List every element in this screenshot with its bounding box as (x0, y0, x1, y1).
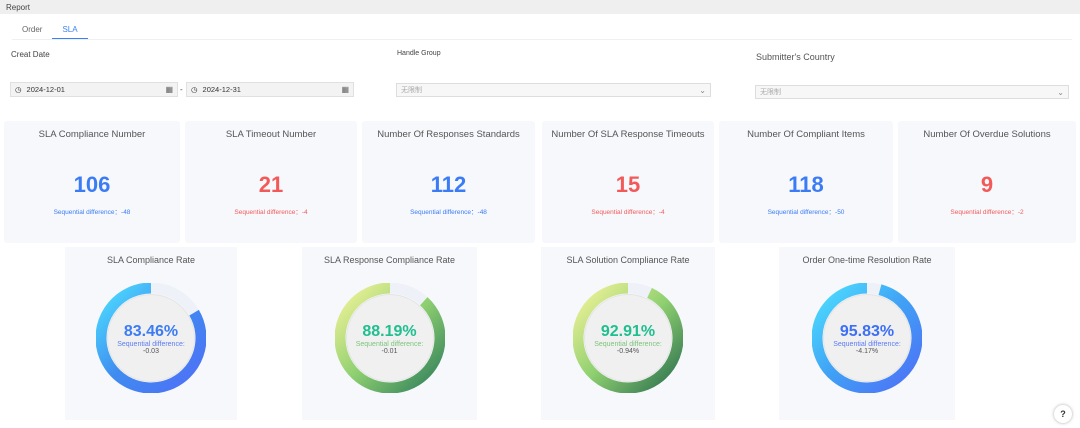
stat-title: SLA Timeout Number (225, 129, 317, 140)
gauge-diff-label: Sequential difference: (117, 341, 185, 348)
handle-group-label: Handle Group (397, 50, 441, 57)
stat-diff: Sequential difference：-4 (234, 209, 308, 216)
gauge-arc (573, 283, 683, 393)
gauge-title: SLA Compliance Rate (106, 255, 196, 265)
chevron-down-icon: ⌄ (699, 85, 706, 95)
handle-group-value: 无限制 (401, 87, 422, 94)
gauge-text: 92.91% Sequential difference: -0.94% (541, 323, 715, 355)
stat-card: SLA Timeout Number 21 Sequential differe… (185, 121, 357, 243)
stat-title: SLA Compliance Number (38, 129, 146, 140)
gauge-value: 83.46% (123, 323, 179, 340)
gauge-title: SLA Response Compliance Rate (323, 255, 456, 265)
gauge-ring (96, 283, 206, 393)
gauge-text: 88.19% Sequential difference: -0.01 (302, 323, 477, 355)
start-date-input[interactable]: ◷ 2024-12-01 ▦ (10, 82, 178, 97)
end-date-input[interactable]: ◷ 2024-12-31 ▦ (186, 82, 354, 97)
country-value: 无限制 (760, 89, 781, 96)
gauge-card: SLA Response Compliance Rate 88.19% Sequ… (302, 247, 477, 420)
stat-title: Number Of SLA Response Timeouts (551, 129, 705, 140)
stat-title: Number Of Responses Standards (377, 129, 520, 140)
gauge-center (107, 294, 195, 382)
handle-group-select[interactable]: 无限制 ⌄ (396, 83, 711, 97)
stat-value: 15 (615, 172, 641, 197)
stat-diff: Sequential difference：-48 (410, 209, 487, 216)
gauge-card: Order One-time Resolution Rate 95.83% Se… (779, 247, 955, 420)
gauge-value: 88.19% (362, 323, 417, 340)
stat-card: Number Of Compliant Items 118 Sequential… (719, 121, 893, 243)
stat-card: Number Of SLA Response Timeouts 15 Seque… (542, 121, 714, 243)
stat-diff: Sequential difference：-2 (950, 209, 1024, 216)
gauge-title: SLA Solution Compliance Rate (566, 255, 690, 265)
gauge-diff-label: Sequential difference: (594, 341, 662, 348)
calendar-icon[interactable]: ▦ (341, 85, 349, 94)
stat-value: 9 (980, 172, 994, 197)
page-header: Report (0, 0, 1080, 14)
end-date-value: 2024-12-31 (202, 85, 241, 94)
gauge-diff-label: Sequential difference: (355, 341, 424, 348)
chevron-down-icon: ⌄ (1057, 87, 1064, 97)
gauge-center (345, 294, 434, 382)
stat-card: Number Of Responses Standards 112 Sequen… (362, 121, 535, 243)
tab-bar: Order SLA (12, 20, 1072, 40)
stat-value: 118 (788, 172, 824, 197)
gauge-ring (573, 283, 683, 393)
gauge-arc (334, 283, 445, 393)
gauge-card: SLA Solution Compliance Rate 92.91% Sequ… (541, 247, 715, 420)
clock-icon: ◷ (15, 85, 22, 94)
country-select[interactable]: 无限制 ⌄ (755, 85, 1069, 99)
creat-date-label: Creat Date (11, 50, 50, 59)
tab-order[interactable]: Order (22, 25, 43, 34)
gauge-diff: -0.94% (616, 348, 640, 355)
stat-diff: Sequential difference：-50 (767, 209, 845, 216)
gauge-text: 83.46% Sequential difference: -0.03 (65, 323, 237, 355)
gauge-ring (334, 283, 445, 393)
start-date-value: 2024-12-01 (26, 85, 65, 94)
gauge-value: 92.91% (600, 323, 656, 340)
gauge-text: 95.83% Sequential difference: -4.17% (779, 323, 955, 355)
stat-value: 106 (73, 172, 111, 197)
stat-value: 21 (258, 172, 284, 197)
stat-card: Number Of Overdue Solutions 9 Sequential… (898, 121, 1076, 243)
gauge-arc (96, 283, 206, 393)
stat-diff: Sequential difference：-4 (591, 209, 665, 216)
gauge-ring (812, 283, 922, 393)
country-label: Submitter's Country (756, 52, 835, 62)
stat-card: SLA Compliance Number 106 Sequential dif… (4, 121, 180, 243)
gauge-center (823, 294, 911, 382)
gauge-diff-label: Sequential difference: (833, 341, 901, 348)
stat-value: 112 (430, 172, 467, 197)
gauge-diff: -0.01 (381, 348, 398, 355)
help-button[interactable]: ? (1054, 405, 1072, 423)
gauge-card: SLA Compliance Rate 83.46% Sequential di… (65, 247, 237, 420)
stat-diff: Sequential difference：-48 (53, 209, 131, 216)
gauge-diff: -0.03 (143, 348, 159, 355)
calendar-icon[interactable]: ▦ (165, 85, 173, 94)
stat-title: Number Of Overdue Solutions (923, 129, 1051, 140)
tab-sla[interactable]: SLA (52, 20, 88, 39)
gauge-title: Order One-time Resolution Rate (802, 255, 932, 265)
gauge-value: 95.83% (839, 323, 895, 340)
gauge-center (584, 294, 672, 382)
gauge-diff: -4.17% (855, 348, 879, 355)
gauge-arc (812, 283, 922, 393)
clock-icon: ◷ (191, 85, 198, 94)
stat-title: Number Of Compliant Items (747, 129, 865, 140)
date-separator: - (180, 85, 183, 94)
page-title: Report (6, 3, 31, 12)
